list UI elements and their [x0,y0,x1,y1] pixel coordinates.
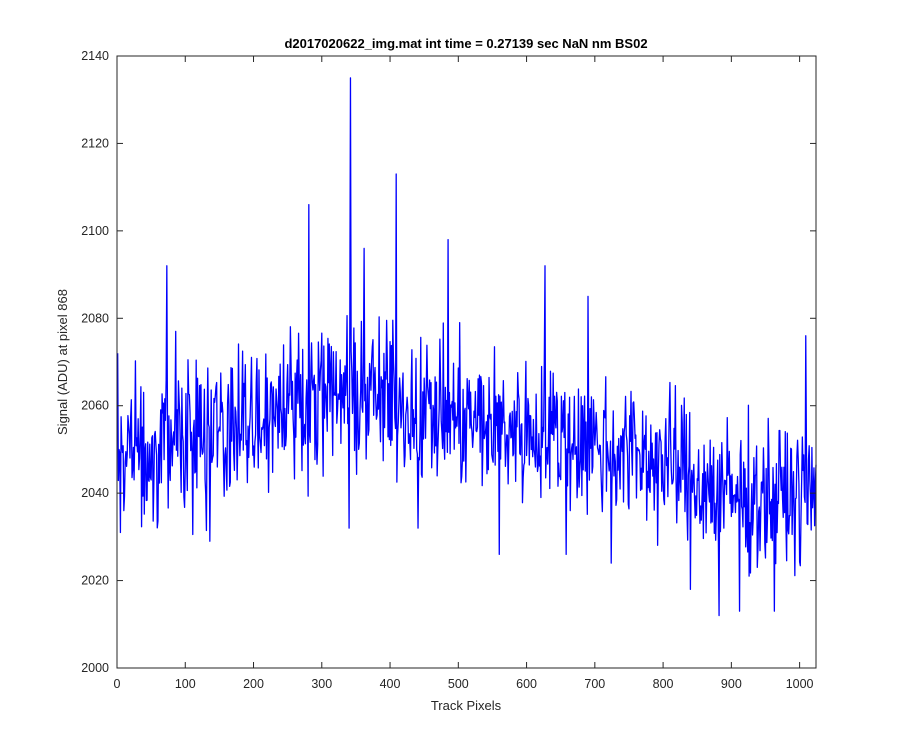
y-axis-label: Signal (ADU) at pixel 868 [55,289,70,435]
x-tick-label: 700 [584,677,605,691]
y-tick-label: 2020 [81,574,109,588]
x-axis-label: Track Pixels [431,698,502,713]
x-tick-label: 1000 [786,677,814,691]
y-tick-label: 2120 [81,136,109,150]
x-tick-label: 300 [311,677,332,691]
signal-series-line [117,77,817,617]
y-axis: 2000 2020 2040 2060 2080 2100 2120 2140 [81,49,816,675]
plot-frame [116,55,817,669]
x-tick-label: 500 [448,677,469,691]
plot-area [117,56,816,668]
x-tick-label: 100 [175,677,196,691]
plot-series-group [117,77,817,617]
y-tick-label: 2140 [81,49,109,63]
y-tick-label: 2000 [81,661,109,675]
y-tick-label: 2060 [81,399,109,413]
x-tick-label: 900 [721,677,742,691]
chart-title: d2017020622_img.mat int time = 0.27139 s… [284,36,647,51]
x-axis: 0 100 200 300 400 500 600 700 800 900 1000 [114,56,814,691]
x-tick-label: 600 [516,677,537,691]
y-tick-label: 2100 [81,224,109,238]
x-tick-label: 0 [114,677,121,691]
x-tick-label: 200 [243,677,264,691]
y-tick-label: 2080 [81,311,109,325]
y-tick-label: 2040 [81,486,109,500]
x-tick-label: 800 [653,677,674,691]
x-tick-label: 400 [380,677,401,691]
